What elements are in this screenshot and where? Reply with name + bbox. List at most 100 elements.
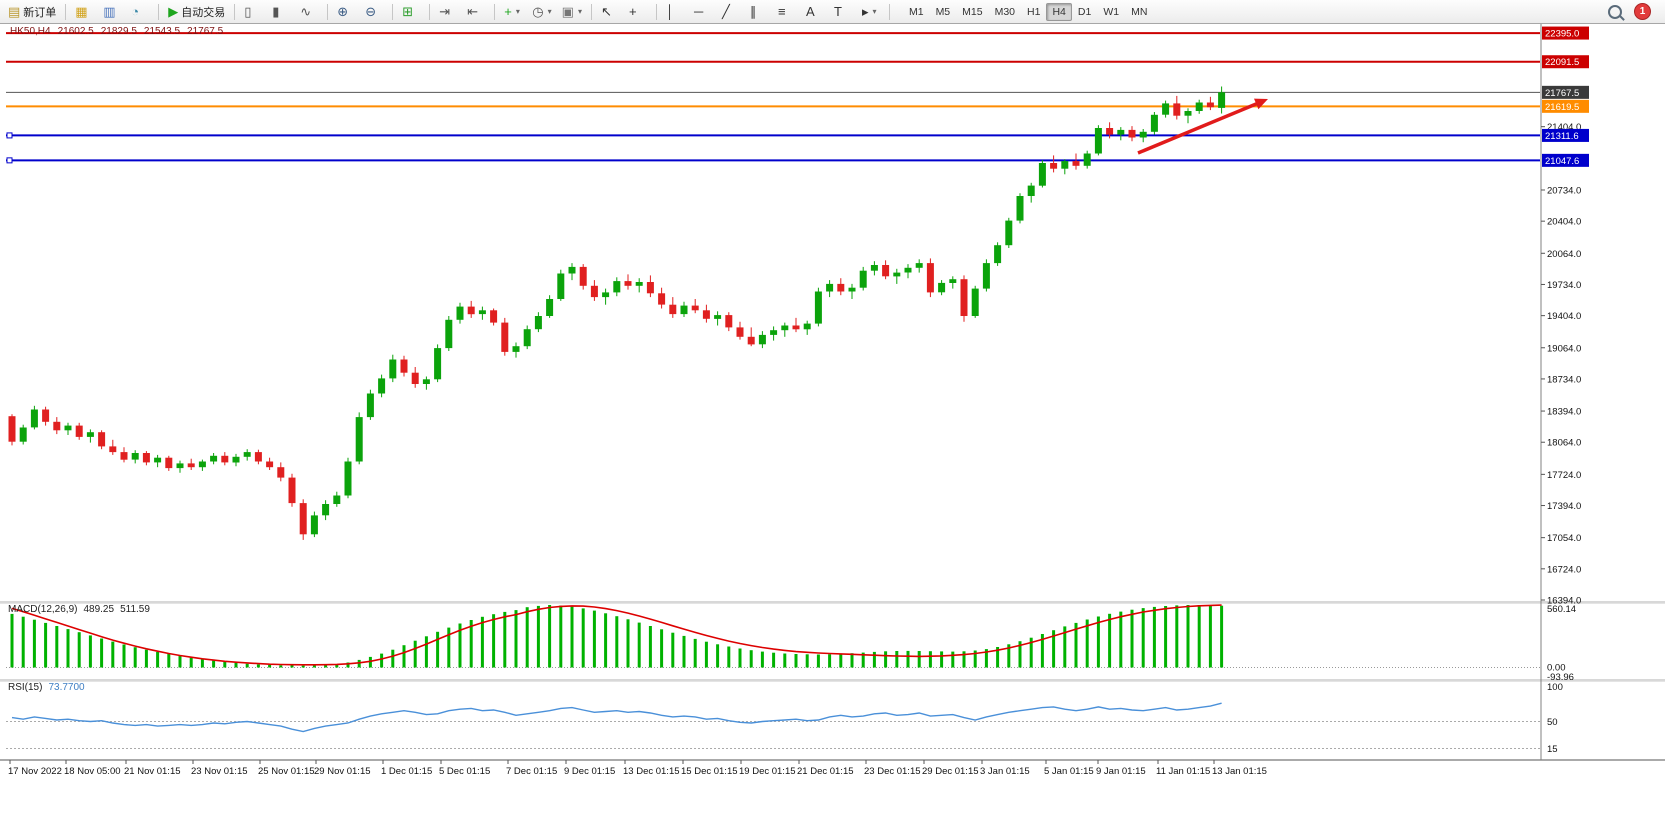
timeframe-w1[interactable]: W1 (1103, 5, 1120, 18)
svg-text:21047.6: 21047.6 (1545, 156, 1579, 167)
ohlc-high: 21829.5 (100, 26, 137, 37)
time-axis[interactable]: 17 Nov 2022 18 Nov 05:00 21 Nov 01:15 23 No… (8, 760, 1267, 777)
svg-text:20064.0: 20064.0 (1547, 249, 1581, 260)
trendline-button[interactable]: ╱ (718, 1, 744, 23)
svg-text:560.14: 560.14 (1547, 604, 1576, 615)
zoom-out-button[interactable]: ⊖ (361, 1, 387, 23)
cursor-button[interactable]: ↖ (597, 1, 623, 23)
auto-scroll-button[interactable]: ⇥ (435, 1, 461, 23)
navigator-icon: ◔ (131, 4, 140, 19)
data-window-icon: ▥ (103, 4, 116, 19)
timeframe-m15[interactable]: M15 (962, 5, 983, 18)
new-order-button[interactable]: ▤ 新订单 (4, 1, 60, 23)
auto-trading-button-label: 自动交易 (181, 6, 226, 19)
svg-text:16394.0: 16394.0 (1547, 596, 1581, 607)
chevron-down-icon: ▾ (547, 7, 552, 16)
svg-text:9 Jan 01:15: 9 Jan 01:15 (1096, 766, 1146, 777)
chevron-down-icon: ▾ (515, 7, 520, 16)
label-icon: T (833, 4, 842, 19)
timeframe-m30[interactable]: M30 (994, 5, 1016, 18)
label-button[interactable]: T (830, 1, 856, 23)
indicators-icon: + (504, 4, 512, 19)
notification-badge[interactable]: 1 (1634, 3, 1651, 20)
svg-text:17724.0: 17724.0 (1547, 470, 1581, 481)
price-badge (1542, 153, 1589, 167)
toolbar-separator (494, 3, 496, 20)
fibonacci-button[interactable]: ≡ (774, 1, 800, 23)
trend-arrow-head (1254, 98, 1268, 110)
auto-trading-icon: ▶ (168, 4, 179, 19)
macd-panel (6, 604, 1540, 669)
indicators-button[interactable]: + ▾ (500, 1, 526, 23)
chart-bars-button[interactable]: ▯ (240, 1, 266, 23)
svg-text:100: 100 (1547, 682, 1563, 693)
data-window-button[interactable]: ▥ (99, 1, 125, 23)
horizontal-line-button[interactable]: ─ (690, 1, 716, 23)
text-icon: A (805, 4, 815, 19)
svg-text:13 Jan 01:15: 13 Jan 01:15 (1212, 766, 1267, 777)
timeframe-h4[interactable]: H4 (1046, 2, 1072, 21)
price-badge (1542, 128, 1589, 142)
svg-text:-93.96: -93.96 (1547, 672, 1574, 683)
zoom-out-icon: ⊖ (365, 4, 377, 19)
toolbar-separator (234, 3, 236, 20)
timeframe-m5[interactable]: M5 (935, 5, 951, 18)
toolbar-right: 1 (1608, 3, 1661, 20)
chart-shift-button[interactable]: ⇤ (463, 1, 489, 23)
timeframe-m1[interactable]: M1 (908, 5, 924, 18)
periods-button[interactable]: ◷ ▾ (528, 1, 555, 23)
chart-line-button[interactable]: ∿ (296, 1, 322, 23)
auto-trading-button[interactable]: ▶ 自动交易 (164, 1, 229, 23)
macd-name: MACD(12,26,9) (8, 604, 78, 615)
timeframe-mn[interactable]: MN (1131, 5, 1148, 18)
chart-bars-icon: ▯ (244, 4, 252, 19)
arrows-button[interactable]: ▸ ▾ (858, 1, 884, 23)
macd-signal-value: 511.59 (120, 604, 150, 615)
svg-text:29 Nov 01:15: 29 Nov 01:15 (314, 766, 371, 777)
templates-icon: ▣ (561, 4, 574, 19)
search-icon[interactable] (1608, 4, 1622, 19)
svg-text:15: 15 (1547, 744, 1558, 755)
channel-icon: ∥ (749, 4, 757, 19)
trend-arrow[interactable] (1137, 100, 1262, 155)
vertical-line-button[interactable]: │ (662, 1, 688, 23)
fibonacci-icon: ≡ (777, 4, 786, 19)
chart-candles-button[interactable]: ▮ (268, 1, 294, 23)
channel-button[interactable]: ∥ (746, 1, 772, 23)
zoom-in-button[interactable]: ⊕ (333, 1, 359, 23)
timeframe-d1[interactable]: D1 (1077, 5, 1092, 18)
svg-text:20734.0: 20734.0 (1547, 185, 1581, 196)
templates-button[interactable]: ▣ ▾ (558, 1, 586, 23)
svg-text:20404.0: 20404.0 (1547, 217, 1581, 228)
price-badge (1542, 55, 1589, 69)
svg-text:18734.0: 18734.0 (1547, 374, 1581, 385)
crosshair-button[interactable]: + (625, 1, 651, 23)
line-handle[interactable] (6, 157, 13, 164)
svg-text:13 Dec 01:15: 13 Dec 01:15 (623, 766, 680, 777)
chevron-down-icon: ▾ (577, 7, 582, 16)
svg-text:19404.0: 19404.0 (1547, 311, 1581, 322)
horizontal-line-icon: ─ (693, 4, 704, 19)
macd-main-value: 489.25 (83, 604, 115, 615)
market-watch-button[interactable]: ▦ (71, 1, 97, 23)
navigator-button[interactable]: ◔ (127, 1, 153, 23)
crosshair-icon: + (628, 4, 637, 19)
chart-symbol: HK50,H4 (10, 26, 51, 37)
line-handle[interactable] (6, 132, 13, 139)
price-badge (1542, 85, 1589, 99)
trendline-icon: ╱ (721, 4, 730, 19)
toolbar-separator (392, 3, 394, 20)
auto-scroll-icon: ⇥ (439, 4, 451, 19)
svg-text:3 Jan 01:15: 3 Jan 01:15 (980, 766, 1030, 777)
ohlc-low: 21543.5 (143, 26, 181, 37)
timeframe-h1[interactable]: H1 (1027, 5, 1041, 18)
text-button[interactable]: A (802, 1, 828, 23)
price-axis[interactable]: 21404.0 20734.0 20404.0 20064.0 19734.0 19404… (1541, 26, 1589, 755)
svg-text:11 Jan 01:15: 11 Jan 01:15 (1156, 766, 1210, 777)
tile-windows-button[interactable]: ⊞ (398, 1, 424, 23)
toolbar-separator (429, 3, 431, 20)
market-watch-icon: ▦ (75, 4, 88, 19)
svg-text:5 Dec 01:15: 5 Dec 01:15 (439, 766, 490, 777)
